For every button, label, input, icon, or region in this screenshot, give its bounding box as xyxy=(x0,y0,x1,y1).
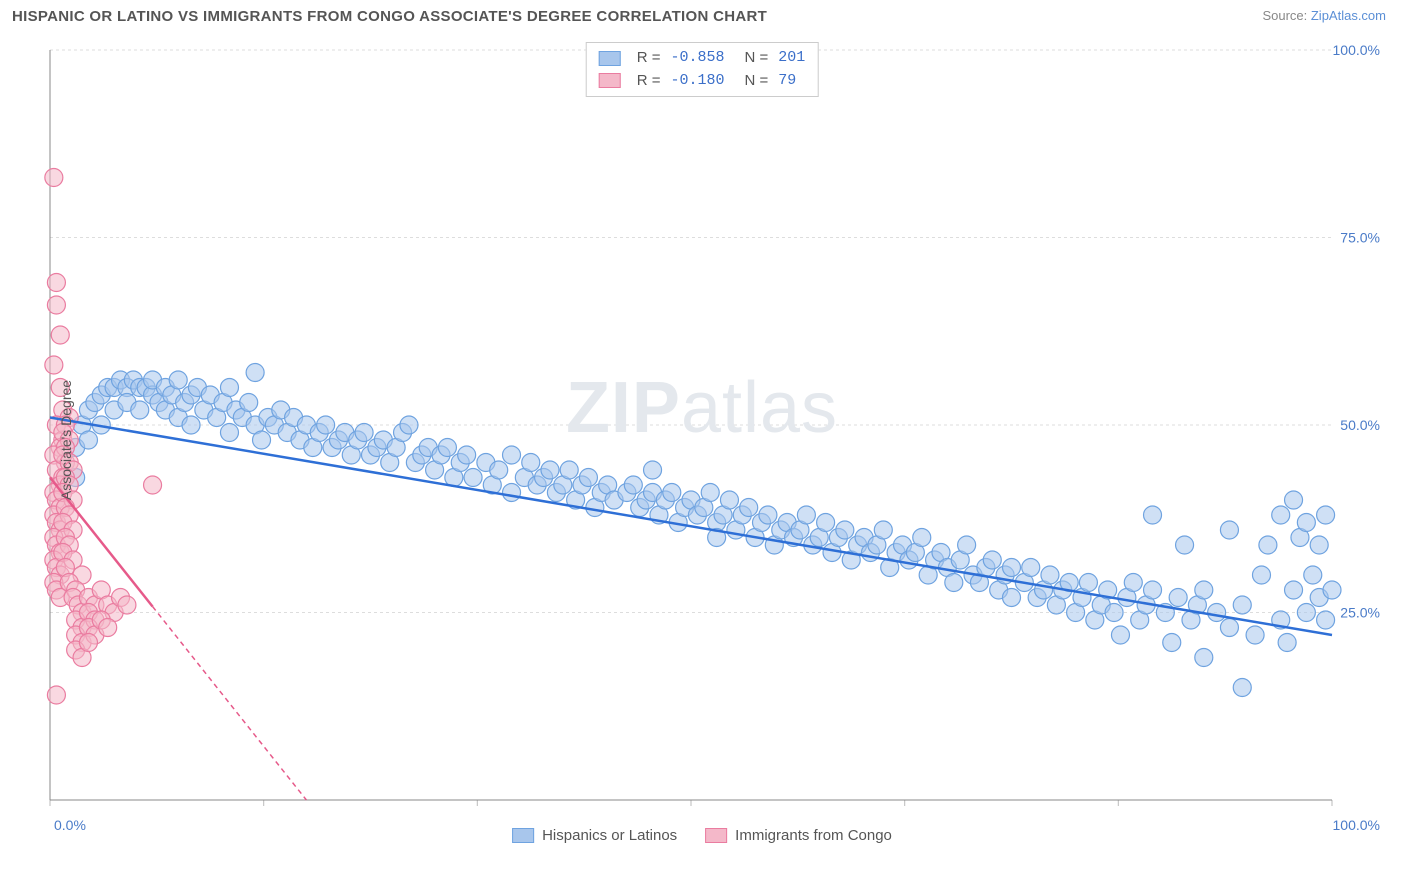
source-link[interactable]: ZipAtlas.com xyxy=(1311,8,1386,23)
y-axis-label: Associate's Degree xyxy=(58,380,74,500)
svg-text:75.0%: 75.0% xyxy=(1340,230,1380,246)
correlation-legend: R = -0.858 N = 201 R = -0.180 N = 79 xyxy=(586,42,819,97)
legend-row-blue: R = -0.858 N = 201 xyxy=(599,47,806,70)
swatch-pink-icon xyxy=(705,828,727,843)
r-value-pink: -0.180 xyxy=(670,70,724,93)
legend-row-pink: R = -0.180 N = 79 xyxy=(599,70,806,93)
swatch-blue-icon xyxy=(512,828,534,843)
series-legend: Hispanics or Latinos Immigrants from Con… xyxy=(512,827,892,844)
svg-text:0.0%: 0.0% xyxy=(54,817,86,833)
chart-header: HISPANIC OR LATINO VS IMMIGRANTS FROM CO… xyxy=(0,0,1406,29)
chart-title: HISPANIC OR LATINO VS IMMIGRANTS FROM CO… xyxy=(12,8,767,25)
chart-source: Source: ZipAtlas.com xyxy=(1262,8,1386,23)
scatter-chart: 25.0% 50.0% 75.0% 100.0% 0.0% 100.0% xyxy=(12,40,1392,840)
series-label-blue: Hispanics or Latinos xyxy=(542,827,677,844)
n-value-blue: 201 xyxy=(778,47,805,70)
svg-text:25.0%: 25.0% xyxy=(1340,605,1380,621)
svg-text:50.0%: 50.0% xyxy=(1340,417,1380,433)
source-label: Source: xyxy=(1262,8,1310,23)
chart-area: Associate's Degree ZIPatlas 25.0%50.0%75… xyxy=(12,40,1392,840)
series-label-pink: Immigrants from Congo xyxy=(735,827,892,844)
swatch-blue xyxy=(599,51,621,66)
swatch-pink xyxy=(599,73,621,88)
svg-text:100.0%: 100.0% xyxy=(1333,817,1380,833)
legend-item-blue: Hispanics or Latinos xyxy=(512,827,677,844)
r-value-blue: -0.858 xyxy=(670,47,724,70)
n-value-pink: 79 xyxy=(778,70,796,93)
svg-text:100.0%: 100.0% xyxy=(1333,42,1380,58)
legend-item-pink: Immigrants from Congo xyxy=(705,827,892,844)
